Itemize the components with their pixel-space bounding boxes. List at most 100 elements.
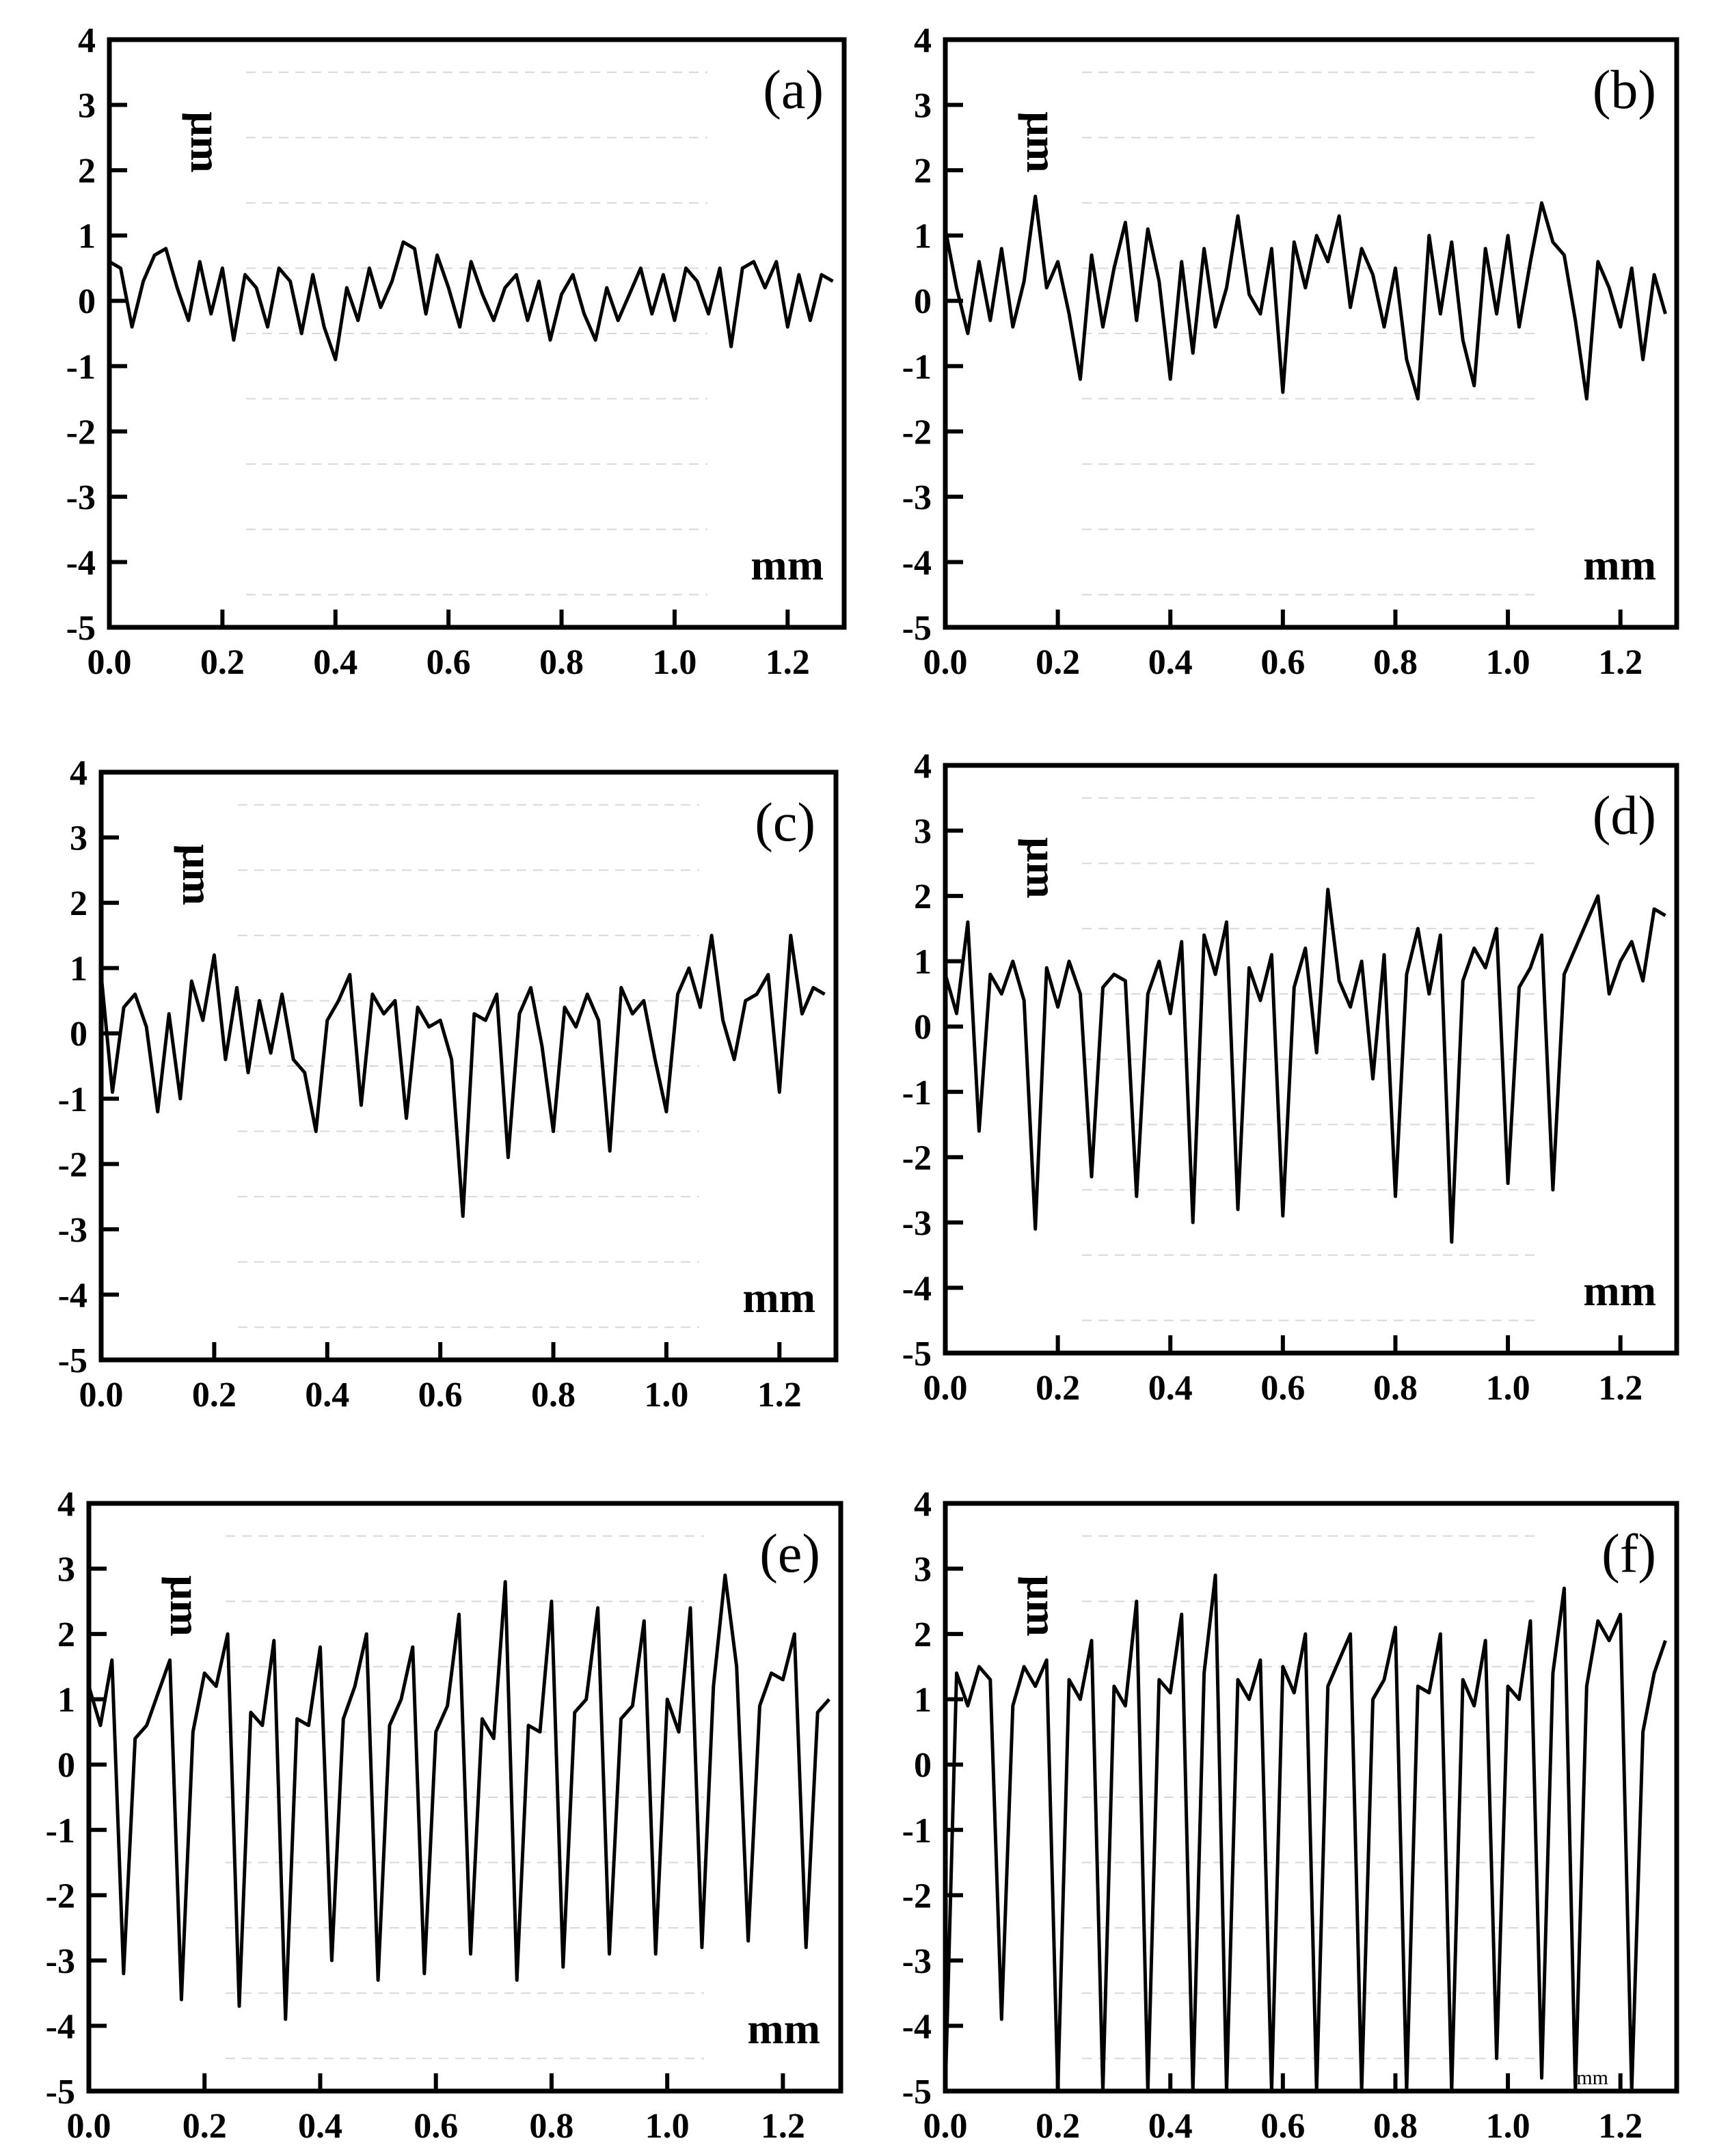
panel-f: 4 3 2 1 0 -1 -2 -3 -4 -50.0 0.2 0.4 0.6 0.8 1.0 1.2 (f) μ… — [902, 1485, 1679, 2146]
profile-series-line — [943, 1573, 1667, 2093]
y-tick-label: 1 — [78, 217, 96, 256]
x-tick-label: 1.2 — [1598, 2107, 1643, 2146]
y-tick-label: -4 — [902, 2007, 932, 2046]
plot-frame — [943, 37, 1679, 630]
y-tick-label: -2 — [902, 413, 932, 452]
x-axis-unit-label: mm — [747, 2004, 820, 2053]
x-tick-label: 0.4 — [1148, 2107, 1193, 2146]
plot-frame — [943, 763, 1679, 1356]
y-tick-label: 2 — [78, 152, 96, 191]
y-tick-label: 2 — [70, 884, 87, 923]
y-tick-label: -4 — [58, 1276, 87, 1315]
y-tick-label: -1 — [902, 1812, 932, 1851]
y-tick-label: 4 — [70, 754, 87, 793]
y-tick-label: -3 — [902, 1942, 932, 1981]
y-tick-label: -4 — [46, 2007, 75, 2046]
x-tick-label: 0.4 — [298, 2107, 342, 2146]
x-tick-label: 0.6 — [414, 2107, 458, 2146]
y-tick-label: -3 — [902, 478, 932, 517]
panel-label: (a) — [763, 60, 824, 120]
x-tick-label: 1.2 — [761, 2107, 805, 2146]
x-axis-unit-label: mm — [1583, 1266, 1656, 1315]
y-tick-label: -5 — [58, 1341, 87, 1380]
y-tick-label: -5 — [902, 1335, 932, 1374]
x-tick-label: 0.8 — [539, 643, 584, 682]
y-tick-label: -3 — [902, 1204, 932, 1243]
y-tick-label: 0 — [78, 282, 96, 321]
y-tick-label: -5 — [46, 2073, 75, 2112]
x-tick-label: 0.4 — [313, 643, 357, 682]
y-tick-label: 3 — [57, 1551, 75, 1589]
x-tick-label: 1.0 — [1486, 643, 1530, 682]
x-axis-unit-label: mm — [1583, 541, 1656, 589]
x-tick-label: 1.0 — [644, 1376, 688, 1415]
y-tick-label: 4 — [914, 21, 932, 60]
panel-c: 4 3 2 1 0 -1 -2 -3 -4 -50.0 0.2 0.4 0.6 0.8 1.0 1.2 (c) μ… — [58, 754, 839, 1415]
y-tick-label: 2 — [914, 877, 932, 916]
x-tick-label: 1.0 — [652, 643, 697, 682]
x-tick-label: 0.4 — [305, 1376, 349, 1415]
panel-label: (e) — [759, 1524, 820, 1584]
x-tick-label: 0.8 — [1373, 1369, 1418, 1408]
panel-label: (c) — [755, 793, 815, 853]
panel-d: 4 3 2 1 0 -1 -2 -3 -4 -50.0 0.2 0.4 0.6 0.8 1.0 1.2 (d) μ… — [902, 747, 1679, 1408]
profile-series-line — [943, 888, 1666, 1244]
y-tick-label: 0 — [70, 1015, 87, 1054]
y-tick-label: -1 — [902, 348, 932, 387]
y-tick-label: -1 — [902, 1074, 932, 1113]
y-tick-label: 2 — [57, 1615, 75, 1654]
x-tick-label: 0.6 — [1260, 2107, 1305, 2146]
y-tick-label: 1 — [914, 943, 932, 982]
x-tick-label: 0.4 — [1148, 1369, 1193, 1408]
x-tick-label: 0.0 — [87, 643, 132, 682]
panel-b: 4 3 2 1 0 -1 -2 -3 -4 -50.0 0.2 0.4 0.6 0.8 1.0 1.2 (b) μ… — [902, 21, 1679, 682]
panel-label: (b) — [1593, 60, 1656, 120]
y-tick-label: -2 — [902, 1138, 932, 1177]
x-tick-label: 0.8 — [531, 1376, 576, 1415]
x-tick-label: 0.2 — [192, 1376, 236, 1415]
x-tick-label: 1.0 — [1486, 2107, 1530, 2146]
x-tick-label: 0.6 — [1260, 643, 1305, 682]
y-tick-label: -3 — [66, 478, 96, 517]
y-axis-unit-label: μm — [1018, 837, 1066, 899]
plot-frame — [943, 1501, 1679, 2094]
y-tick-label: 4 — [78, 21, 96, 60]
x-tick-label: 1.0 — [645, 2107, 690, 2146]
y-tick-label: 1 — [914, 217, 932, 256]
x-tick-label: 0.0 — [923, 1369, 968, 1408]
y-tick-label: 2 — [914, 152, 932, 191]
y-axis-unit-label: μm — [182, 111, 230, 173]
y-tick-label: -3 — [46, 1942, 75, 1981]
y-tick-label: 1 — [914, 1681, 932, 1720]
profile-series-line — [87, 1573, 830, 2021]
x-tick-label: 1.2 — [1598, 643, 1643, 682]
x-axis-unit-label: mm — [1576, 2066, 1608, 2089]
y-tick-label: -5 — [66, 609, 96, 648]
plot-frame — [86, 1501, 843, 2094]
x-tick-label: 1.2 — [766, 643, 810, 682]
x-tick-label: 0.2 — [1036, 2107, 1080, 2146]
y-axis-unit-label: μm — [161, 1575, 210, 1637]
x-tick-label: 0.2 — [200, 643, 245, 682]
plot-frame — [107, 37, 847, 630]
y-tick-label: -1 — [58, 1080, 87, 1119]
x-tick-label: 1.0 — [1486, 1369, 1530, 1408]
y-axis-unit-label: μm — [1018, 1575, 1066, 1637]
x-tick-label: 0.8 — [529, 2107, 573, 2146]
y-tick-label: -5 — [902, 2073, 932, 2112]
x-tick-label: 0.2 — [1036, 643, 1080, 682]
y-tick-label: 3 — [914, 813, 932, 851]
x-tick-label: 1.2 — [757, 1376, 802, 1415]
y-tick-label: 0 — [914, 1008, 932, 1047]
y-tick-label: -4 — [66, 543, 96, 582]
y-tick-label: 3 — [78, 87, 96, 126]
y-axis-unit-label: μm — [174, 844, 222, 905]
panel-e: 4 3 2 1 0 -1 -2 -3 -4 -50.0 0.2 0.4 0.6 0.8 1.0 1.2 (e) μ… — [46, 1485, 843, 2146]
x-tick-label: 0.8 — [1373, 2107, 1418, 2146]
x-tick-label: 0.4 — [1148, 643, 1193, 682]
x-axis-unit-label: mm — [751, 541, 824, 589]
y-tick-label: 4 — [914, 747, 932, 786]
profile-series-line — [943, 194, 1667, 401]
y-tick-label: 2 — [914, 1615, 932, 1654]
y-tick-label: 3 — [70, 819, 87, 858]
